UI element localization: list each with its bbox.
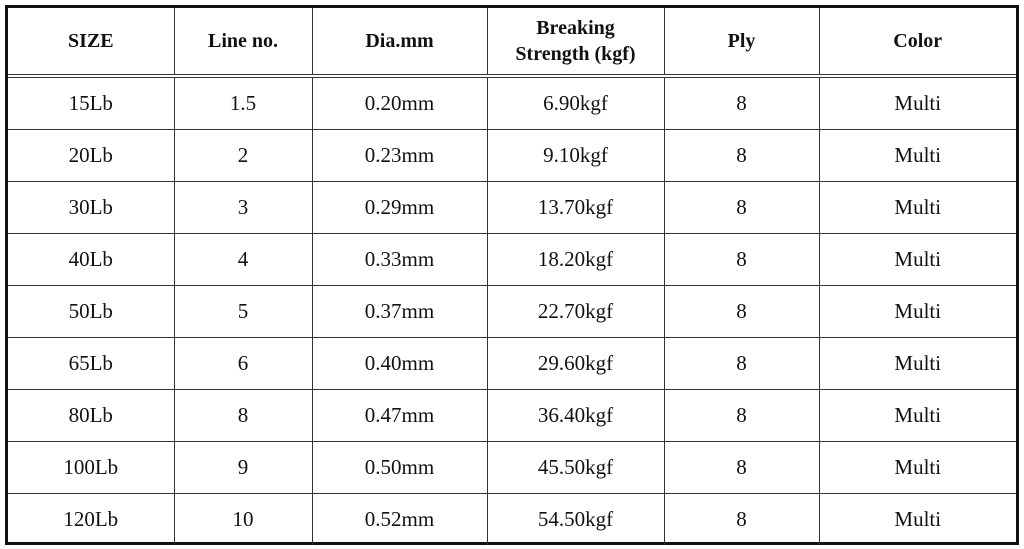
- header-cell: Dia.mm: [311, 8, 488, 78]
- table-cell: 18.20kgf: [486, 233, 665, 286]
- table-cell: 8: [663, 337, 820, 390]
- table-cell: 3: [173, 181, 313, 234]
- header-text: Line no.: [207, 30, 279, 52]
- table-cell: 0.23mm: [311, 129, 488, 182]
- table-body: 15Lb 1.5 0.20mm 6.90kgf 8 Multi 20Lb 2 0.23mm 9.1…: [8, 75, 1016, 545]
- table-cell: Multi: [818, 441, 1016, 494]
- table-cell: 9: [173, 441, 313, 494]
- table-row: 65Lb 6 0.40mm 29.60kgf 8 Multi: [8, 337, 1016, 390]
- header-text: SIZE: [67, 30, 114, 52]
- table-cell: 2: [173, 129, 313, 182]
- table-cell: 5: [173, 285, 313, 338]
- table-cell: 8: [173, 389, 313, 442]
- table-cell: Multi: [818, 181, 1016, 234]
- table-cell: 6: [173, 337, 313, 390]
- table-cell: 20Lb: [8, 129, 175, 182]
- table-cell: 0.52mm: [311, 493, 488, 545]
- table-cell: 8: [663, 233, 820, 286]
- header-cell: SIZE: [8, 8, 175, 78]
- table-cell: 54.50kgf: [486, 493, 665, 545]
- table-cell: Multi: [818, 493, 1016, 545]
- table-cell: 120Lb: [8, 493, 175, 545]
- table-row: 120Lb 10 0.52mm 54.50kgf 8 Multi: [8, 493, 1016, 545]
- table-cell: 13.70kgf: [486, 181, 665, 234]
- header-text: Dia.mm: [365, 30, 434, 52]
- header-cell: Color: [818, 8, 1016, 78]
- table-cell: 29.60kgf: [486, 337, 665, 390]
- table-cell: 1.5: [173, 75, 313, 130]
- spec-table: SIZE Line no. Dia.mm Breaking Strength (kgf…: [8, 8, 1016, 545]
- table-cell: 10: [173, 493, 313, 545]
- table-cell: 8: [663, 129, 820, 182]
- table-cell: Multi: [818, 75, 1016, 130]
- table-cell: 8: [663, 75, 820, 130]
- table-cell: Multi: [818, 337, 1016, 390]
- header-cell: Line no.: [173, 8, 313, 78]
- table-cell: 100Lb: [8, 441, 175, 494]
- table-row: 50Lb 5 0.37mm 22.70kgf 8 Multi: [8, 285, 1016, 338]
- table-cell: 0.20mm: [311, 75, 488, 130]
- table-cell: 0.37mm: [311, 285, 488, 338]
- table-row: 30Lb 3 0.29mm 13.70kgf 8 Multi: [8, 181, 1016, 234]
- table-cell: 0.47mm: [311, 389, 488, 442]
- table-cell: 8: [663, 389, 820, 442]
- header-row: SIZE Line no. Dia.mm Breaking Strength (kgf…: [8, 8, 1016, 78]
- table-cell: 15Lb: [8, 75, 175, 130]
- table-row: 100Lb 9 0.50mm 45.50kgf 8 Multi: [8, 441, 1016, 494]
- table-cell: 9.10kgf: [486, 129, 665, 182]
- table-row: 80Lb 8 0.47mm 36.40kgf 8 Multi: [8, 389, 1016, 442]
- table-cell: Multi: [818, 389, 1016, 442]
- header-text: Color: [893, 30, 943, 52]
- table-cell: 45.50kgf: [486, 441, 665, 494]
- header-text: Breaking Strength (kgf): [515, 17, 636, 65]
- table-cell: 0.50mm: [311, 441, 488, 494]
- table-cell: 8: [663, 285, 820, 338]
- table-row: 40Lb 4 0.33mm 18.20kgf 8 Multi: [8, 233, 1016, 286]
- table-cell: 65Lb: [8, 337, 175, 390]
- table-cell: 8: [663, 441, 820, 494]
- table-frame: SIZE Line no. Dia.mm Breaking Strength (kgf…: [5, 5, 1019, 545]
- table-cell: Multi: [818, 285, 1016, 338]
- header-cell: Ply: [663, 8, 820, 78]
- table-cell: Multi: [818, 129, 1016, 182]
- header-cell: Breaking Strength (kgf): [486, 8, 665, 78]
- table-row: 20Lb 2 0.23mm 9.10kgf 8 Multi: [8, 129, 1016, 182]
- header-text: Ply: [727, 30, 756, 52]
- table-row: 15Lb 1.5 0.20mm 6.90kgf 8 Multi: [8, 75, 1016, 130]
- table-cell: 8: [663, 181, 820, 234]
- table-cell: 36.40kgf: [486, 389, 665, 442]
- table-cell: 40Lb: [8, 233, 175, 286]
- table-cell: 4: [173, 233, 313, 286]
- table-cell: 0.29mm: [311, 181, 488, 234]
- table-cell: 0.40mm: [311, 337, 488, 390]
- table-cell: 30Lb: [8, 181, 175, 234]
- table-cell: 80Lb: [8, 389, 175, 442]
- table-cell: 50Lb: [8, 285, 175, 338]
- table-cell: 22.70kgf: [486, 285, 665, 338]
- table-cell: 6.90kgf: [486, 75, 665, 130]
- table-cell: 0.33mm: [311, 233, 488, 286]
- table-cell: Multi: [818, 233, 1016, 286]
- table-cell: 8: [663, 493, 820, 545]
